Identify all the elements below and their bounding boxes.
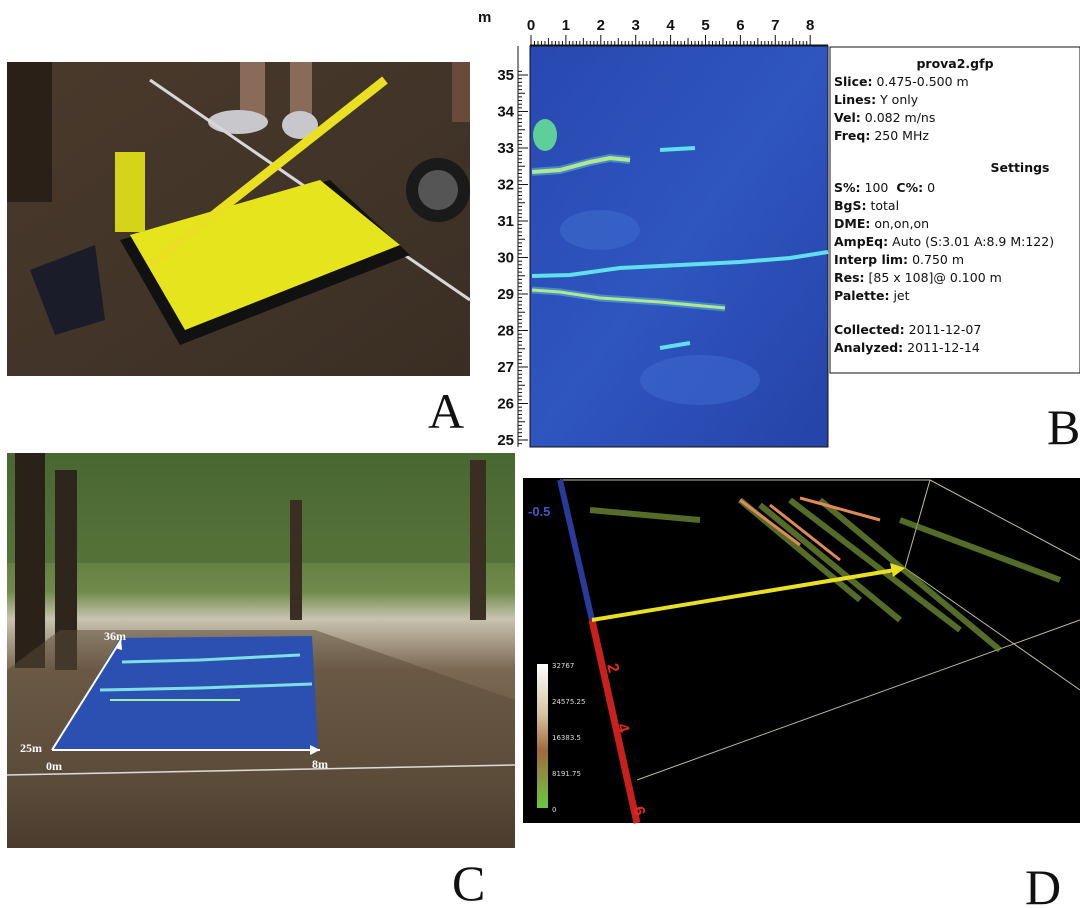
info-line: AmpEq: Auto (S:3.01 A:8.9 M:122) [834, 234, 1054, 249]
info-heading: Settings [990, 160, 1049, 175]
info-value: 2011-12-14 [907, 340, 980, 355]
info-line: Freq: 250 MHz [834, 128, 929, 143]
y-tick-label: 25 [497, 432, 514, 449]
info-value: [85 x 108]@ 0.100 m [869, 270, 1002, 285]
y-tick-label: 30 [497, 250, 514, 267]
photo-c [7, 453, 515, 848]
info-value: 250 MHz [874, 128, 929, 143]
y-tick-label: 33 [497, 140, 514, 157]
info-value: 2011-12-07 [909, 322, 982, 337]
y-tick-label: 35 [497, 67, 514, 84]
depth-label: -0.5 [528, 504, 550, 519]
axis-unit: m [478, 9, 491, 26]
x-tick-label: 7 [771, 17, 779, 34]
corner-label: 8m [312, 757, 328, 771]
info-value: total [870, 198, 899, 213]
info-key: Res: [834, 270, 865, 285]
info-key: AmpEq: [834, 234, 888, 249]
photo-a [7, 62, 470, 376]
info-line: Interp lim: 0.750 m [834, 252, 964, 267]
info-key: S%: [834, 180, 861, 195]
y-tick-label: 29 [497, 286, 514, 303]
y-tick-label: 34 [497, 104, 514, 121]
x-tick-label: 0 [527, 17, 535, 34]
figure: A 0123456783534333231302928272625 m prov… [0, 0, 1080, 908]
colorbar-label: 16383.5 [552, 734, 581, 742]
x-tick-label: 4 [666, 17, 675, 34]
info-key: Lines: [834, 92, 876, 107]
colorbar-label: 8191.75 [552, 770, 581, 778]
info-title: prova2.gfp [916, 56, 993, 71]
info-key: Palette: [834, 288, 889, 303]
info-key: Analyzed: [834, 340, 903, 355]
colorbar-label: 32767 [552, 662, 574, 670]
info-line: Palette:jet [834, 288, 910, 303]
info-line: Res: [85 x 108]@ 0.100 m [834, 270, 1002, 285]
corner-label: 25m [20, 741, 42, 755]
colorbar-label: 24575.25 [552, 698, 585, 706]
x-tick-label: 5 [701, 17, 709, 34]
y-tick-label: 27 [497, 359, 514, 376]
info-value: Y only [879, 92, 919, 107]
info-key: Vel: [834, 110, 861, 125]
x-tick-label: 6 [736, 17, 744, 34]
info-line: DME: on,on,on [834, 216, 929, 231]
info-value: 0 [927, 180, 935, 195]
panel-label: D [1025, 859, 1061, 908]
info-line: Collected: 2011-12-07 [834, 322, 981, 337]
render-3d [523, 478, 1080, 823]
colorbar-label: 0 [552, 806, 556, 814]
panel-label: A [428, 383, 464, 439]
y-tick-label: 31 [497, 213, 514, 230]
y-tick-label: 28 [497, 323, 514, 340]
info-value: on,on,on [874, 216, 929, 231]
info-line: S%: 100 C%: 0 [834, 180, 935, 195]
info-key: BgS: [834, 198, 866, 213]
info-line: Analyzed: 2011-12-14 [834, 340, 980, 355]
x-tick-label: 1 [562, 17, 570, 34]
info-key: Interp lim: [834, 252, 908, 267]
info-value: jet [892, 288, 909, 303]
info-line: Vel: 0.082 m/ns [834, 110, 935, 125]
corner-label: 36m [104, 629, 126, 643]
info-key: Slice: [834, 74, 872, 89]
info-value: Auto (S:3.01 A:8.9 M:122) [892, 234, 1054, 249]
panel-label: B [1047, 399, 1080, 455]
x-tick-label: 2 [597, 17, 605, 34]
info-value: 100 [865, 180, 889, 195]
info-value: 0.475-0.500 m [876, 74, 968, 89]
x-tick-label: 3 [632, 17, 640, 34]
info-value: 0.750 m [912, 252, 964, 267]
info-key: DME: [834, 216, 870, 231]
info-key: Collected: [834, 322, 905, 337]
info-key: Freq: [834, 128, 870, 143]
y-tick-label: 26 [497, 396, 514, 413]
info-value: 0.082 m/ns [865, 110, 936, 125]
info-key: C%: [896, 180, 923, 195]
x-tick-label: 8 [806, 17, 814, 34]
y-tick-label: 32 [497, 177, 514, 194]
info-line: Slice: 0.475-0.500 m [834, 74, 969, 89]
gpr-slice [518, 45, 828, 447]
corner-label: 0m [46, 759, 62, 773]
panel-label: C [452, 855, 485, 908]
